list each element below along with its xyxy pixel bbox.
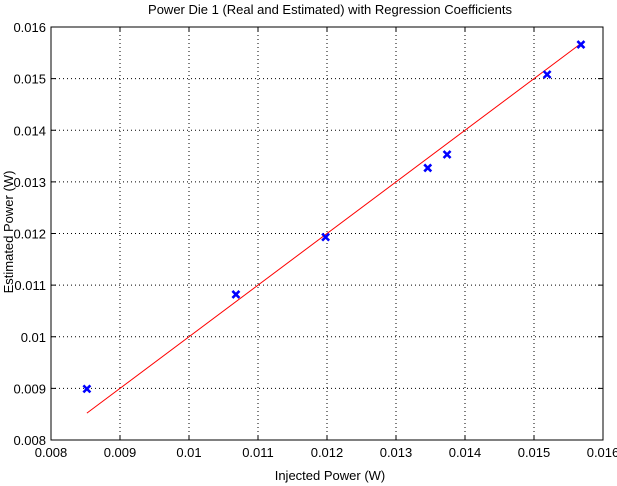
y-tick-label: 0.013 xyxy=(13,175,46,190)
data-point-marker xyxy=(423,163,433,173)
regression-line xyxy=(86,43,582,414)
y-tick-label: 0.016 xyxy=(13,20,46,35)
x-tick-label: 0.012 xyxy=(311,445,344,460)
chart-title: Power Die 1 (Real and Estimated) with Re… xyxy=(148,2,512,17)
plot-area: 0.008 0.009 0.01 0.011 0.012 0.013 0.014 0.015 0… xyxy=(13,20,617,460)
data-point-marker xyxy=(321,232,331,242)
y-tick-label: 0.014 xyxy=(13,123,46,138)
data-point-marker xyxy=(576,40,586,49)
y-tick-label: 0.012 xyxy=(13,227,46,242)
y-tick-label: 0.01 xyxy=(21,330,46,345)
x-tick-label: 0.014 xyxy=(449,445,482,460)
data-point-marker xyxy=(231,289,241,299)
x-tick-label: 0.008 xyxy=(35,445,68,460)
data-point-marker xyxy=(442,150,452,159)
y-tick-label: 0.011 xyxy=(14,278,46,293)
x-tick-label: 0.011 xyxy=(242,445,274,460)
data-point-marker xyxy=(82,384,92,394)
x-tick-label: 0.016 xyxy=(587,445,617,460)
x-tick-label: 0.009 xyxy=(104,445,137,460)
y-tick-label: 0.008 xyxy=(13,433,46,448)
x-tick-label: 0.015 xyxy=(518,445,551,460)
y-tick-label: 0.015 xyxy=(13,72,46,87)
plot-frame xyxy=(50,26,604,441)
y-axis-label: Estimated Power (W) xyxy=(1,171,16,294)
data-point-marker xyxy=(542,70,552,79)
x-tick-label: 0.01 xyxy=(176,445,201,460)
y-tick-label: 0.009 xyxy=(13,381,46,396)
x-tick-label: 0.013 xyxy=(380,445,413,460)
x-axis-label: Injected Power (W) xyxy=(275,468,386,483)
